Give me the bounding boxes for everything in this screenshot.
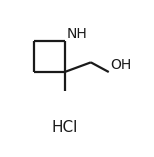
Text: HCl: HCl bbox=[51, 120, 78, 135]
Text: OH: OH bbox=[110, 58, 131, 72]
Text: NH: NH bbox=[67, 27, 88, 41]
